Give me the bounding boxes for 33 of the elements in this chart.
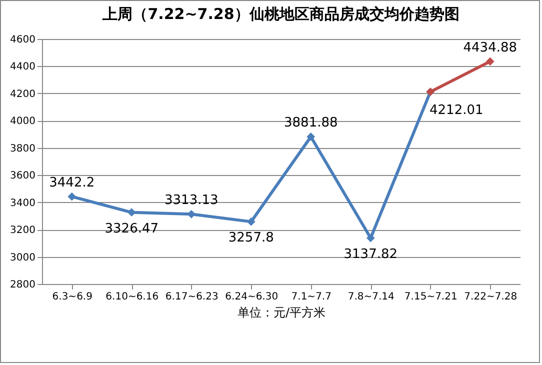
data-label: 4434.88 (463, 40, 518, 56)
point (366, 234, 375, 242)
y-tick-label: 4600 (10, 34, 36, 46)
data-label: 3442.2 (49, 176, 95, 191)
y-tick-label: 4200 (10, 88, 36, 100)
point (246, 218, 256, 226)
data-label: 3326.47 (104, 221, 159, 236)
data-label: 3881.88 (284, 116, 338, 131)
x-tick-label: 6.17~6.23 (165, 292, 218, 302)
y-tick-label: 3000 (10, 252, 36, 264)
y-tick-label: 4000 (10, 116, 36, 128)
x-tick-label: 6.24~6.30 (225, 292, 278, 302)
y-tick-label: 4400 (10, 62, 36, 73)
x-axis-title: 单位：元/平方米 (237, 306, 326, 320)
data-label: 3257.8 (228, 230, 274, 246)
data-label: 3137.82 (344, 247, 398, 262)
x-tick-label: 7.8~7.14 (348, 292, 394, 302)
x-tick-label: 6.10~6.16 (106, 292, 159, 302)
x-tick-label: 6.3~6.9 (52, 292, 92, 302)
x-tick-label: 7.22~7.28 (464, 292, 518, 302)
x-tick-label: 7.15~7.21 (404, 292, 458, 302)
point (486, 57, 494, 66)
y-tick-label: 3800 (10, 143, 36, 154)
chart-title: 上周（7.22~7.28）仙桃地区商品房成交均价趋势图 (102, 5, 460, 23)
point (68, 192, 76, 201)
y-tick-label: 3600 (10, 170, 36, 182)
y-tick-label: 3200 (10, 225, 36, 236)
x-tick-label: 7.1~7.7 (291, 292, 332, 302)
y-tick-label: 2800 (10, 280, 36, 290)
point (306, 132, 316, 141)
data-label: 3313.13 (164, 193, 218, 208)
y-tick-label: 3400 (10, 198, 36, 209)
data-label: 4212.01 (429, 102, 484, 118)
